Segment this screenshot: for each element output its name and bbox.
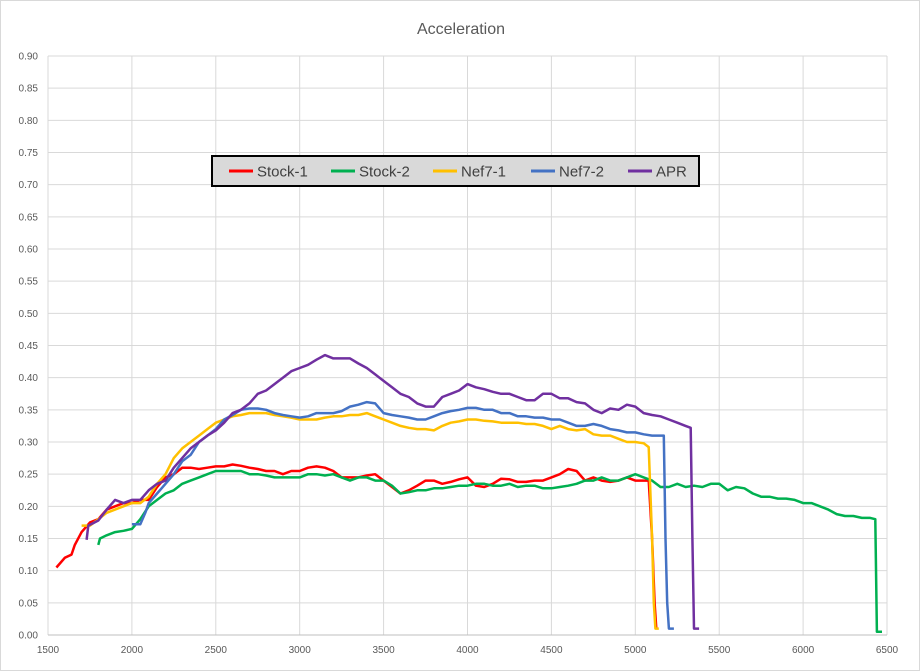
y-tick-label: 0.40 xyxy=(19,373,39,384)
x-tick-label: 3000 xyxy=(289,645,312,656)
y-tick-label: 0.70 xyxy=(19,180,39,191)
chart-title: Acceleration xyxy=(417,21,505,38)
y-tick-label: 0.30 xyxy=(19,438,39,449)
x-tick-label: 6000 xyxy=(792,645,815,656)
y-tick-label: 0.20 xyxy=(19,502,39,513)
series-line-stock-1 xyxy=(55,463,658,629)
y-tick-label: 0.15 xyxy=(19,534,39,545)
y-tick-label: 0.05 xyxy=(19,598,39,609)
series-line-nef7-2 xyxy=(131,400,674,630)
x-tick-label: 6500 xyxy=(876,645,899,656)
x-tick-label: 1500 xyxy=(37,645,60,656)
series-lines xyxy=(55,353,882,634)
y-tick-label: 0.00 xyxy=(19,631,39,642)
x-tick-label: 5000 xyxy=(624,645,647,656)
y-tick-label: 0.35 xyxy=(19,405,39,416)
legend: Stock-1 Stock-2 Nef7-1 Nef7-2 APR xyxy=(211,155,700,187)
legend-label: Stock-2 xyxy=(359,164,410,181)
y-tick-label: 0.85 xyxy=(19,84,39,95)
x-tick-label: 2000 xyxy=(121,645,144,656)
y-tick-label: 0.10 xyxy=(19,566,39,577)
legend-label: Stock-1 xyxy=(257,164,308,181)
y-tick-label: 0.75 xyxy=(19,148,39,159)
x-tick-label: 4500 xyxy=(540,645,563,656)
y-tick-label: 0.80 xyxy=(19,116,39,127)
x-axis-tick-labels: 1500 2000 2500 3000 3500 4000 4500 5000 5500 6000… xyxy=(37,645,899,656)
legend-label: Nef7-2 xyxy=(559,164,604,181)
y-axis-tick-labels: 0.00 0.05 0.10 0.15 0.20 0.25 0.30 0.35 0.40 0.45… xyxy=(19,52,39,642)
x-tick-label: 3500 xyxy=(372,645,395,656)
y-tick-label: 0.50 xyxy=(19,309,39,320)
gridlines xyxy=(47,55,888,635)
y-tick-label: 0.65 xyxy=(19,212,39,223)
legend-label: APR xyxy=(656,164,687,181)
y-tick-label: 0.90 xyxy=(19,52,39,63)
y-tick-label: 0.55 xyxy=(19,277,39,288)
y-tick-label: 0.60 xyxy=(19,245,39,256)
series-line-stock-2 xyxy=(97,469,882,634)
x-tick-label: 4000 xyxy=(456,645,479,656)
x-tick-label: 5500 xyxy=(708,645,731,656)
y-tick-label: 0.45 xyxy=(19,341,39,352)
x-tick-label: 2500 xyxy=(205,645,228,656)
series-line-apr xyxy=(85,353,700,630)
legend-label: Nef7-1 xyxy=(461,164,506,181)
series-line-nef7-1 xyxy=(81,411,659,630)
y-tick-label: 0.25 xyxy=(19,470,39,481)
